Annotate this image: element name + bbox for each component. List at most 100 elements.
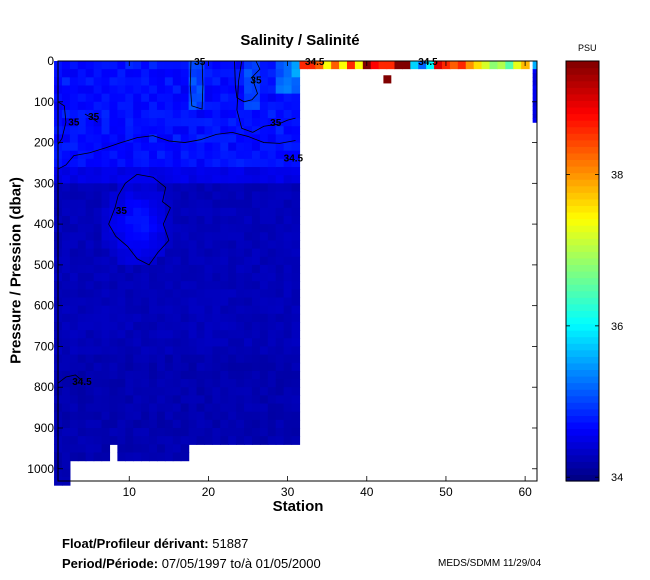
heat-cell (61, 273, 71, 282)
heat-cell (204, 330, 213, 339)
heat-cell (61, 419, 71, 429)
heat-cell (109, 69, 118, 78)
heat-cell (180, 167, 190, 176)
heat-cell (259, 183, 269, 193)
heat-cell (251, 256, 261, 266)
heat-cell (77, 395, 87, 405)
heat-cell (125, 93, 134, 103)
heat-cell (532, 93, 537, 99)
heat-cell (109, 436, 118, 445)
heat-cell (188, 61, 198, 70)
heat-cell (275, 69, 285, 78)
heat-cell (291, 273, 301, 282)
heat-cell (204, 207, 213, 217)
heat-cell (77, 126, 87, 135)
heat-cell (251, 379, 261, 388)
heat-cell (109, 158, 118, 168)
heat-cell (125, 109, 134, 119)
heat-cell (141, 175, 150, 184)
heat-cell (220, 313, 229, 323)
heat-cell (164, 85, 174, 95)
heat-cell (275, 387, 285, 396)
heat-cell (275, 411, 285, 421)
heat-cell (283, 142, 293, 152)
colorbar-swatch (566, 382, 599, 390)
y-tick-label: 200 (34, 136, 54, 150)
heat-cell (204, 215, 213, 225)
heat-cell (291, 248, 301, 258)
contour-line (189, 60, 204, 110)
heat-cell (172, 273, 182, 282)
heat-cell (77, 313, 87, 323)
heat-cell (172, 321, 182, 331)
heat-cell (267, 256, 277, 266)
heat-cell (172, 330, 182, 339)
heat-cell (220, 330, 229, 339)
heat-cell (85, 199, 95, 209)
colorbar-swatch (566, 336, 599, 344)
heat-cell (69, 362, 79, 372)
heat-cell (283, 387, 293, 396)
heat-cell (283, 354, 293, 364)
colorbar-swatch (566, 408, 599, 416)
heat-cell (244, 313, 253, 323)
heat-cell (275, 354, 285, 364)
heat-cell (275, 224, 285, 233)
heat-cell (77, 61, 87, 70)
heat-cell (244, 101, 253, 111)
heat-cell (283, 126, 293, 135)
heat-cell (149, 134, 158, 144)
heat-cell (251, 158, 261, 168)
heat-cell (259, 256, 269, 266)
heat-cell (196, 379, 206, 388)
heat-cell (212, 427, 221, 437)
heat-cell (149, 77, 158, 87)
heat-cell (275, 436, 285, 445)
heat-cell (228, 387, 237, 396)
heat-cell (149, 85, 158, 95)
heat-cell (196, 313, 206, 323)
heat-cell (141, 330, 150, 339)
heat-cell (85, 61, 95, 70)
heat-cell (212, 289, 221, 299)
heat-cell (141, 215, 150, 225)
heat-cell (149, 436, 158, 445)
heat-cell (109, 175, 118, 184)
heat-cell (251, 346, 261, 356)
heat-cell (236, 346, 245, 356)
heat-cell (259, 427, 269, 437)
heat-cell (85, 305, 95, 315)
heat-cell (172, 338, 182, 348)
heat-cell (133, 175, 142, 184)
heat-cell (141, 248, 150, 258)
heat-cell (61, 330, 71, 339)
heat-cell (228, 313, 237, 323)
heat-cell (85, 419, 95, 429)
heat-cell (188, 85, 198, 95)
heat-cell (220, 395, 229, 405)
heat-cell (117, 330, 126, 339)
heat-cell (188, 419, 198, 429)
heat-cell (77, 346, 87, 356)
heat-cell (212, 69, 221, 78)
heat-cell (141, 387, 150, 396)
heat-cell (220, 69, 229, 78)
heat-cell (283, 175, 293, 184)
heat-cell (228, 199, 237, 209)
colorbar-swatch (566, 389, 599, 397)
heat-cell (125, 281, 134, 290)
heat-cell (283, 313, 293, 323)
heat-cell (275, 297, 285, 307)
heat-cell (188, 142, 198, 152)
heat-cell (251, 370, 261, 380)
heat-cell (196, 77, 206, 87)
heat-cell (117, 427, 126, 437)
heat-cell (101, 354, 111, 364)
heat-cell (133, 118, 142, 127)
heat-cell (228, 61, 237, 70)
heat-cell (172, 305, 182, 315)
heat-cell (133, 330, 142, 339)
heat-cell (69, 150, 79, 160)
heat-cell (69, 354, 79, 364)
heat-cell (188, 362, 198, 372)
